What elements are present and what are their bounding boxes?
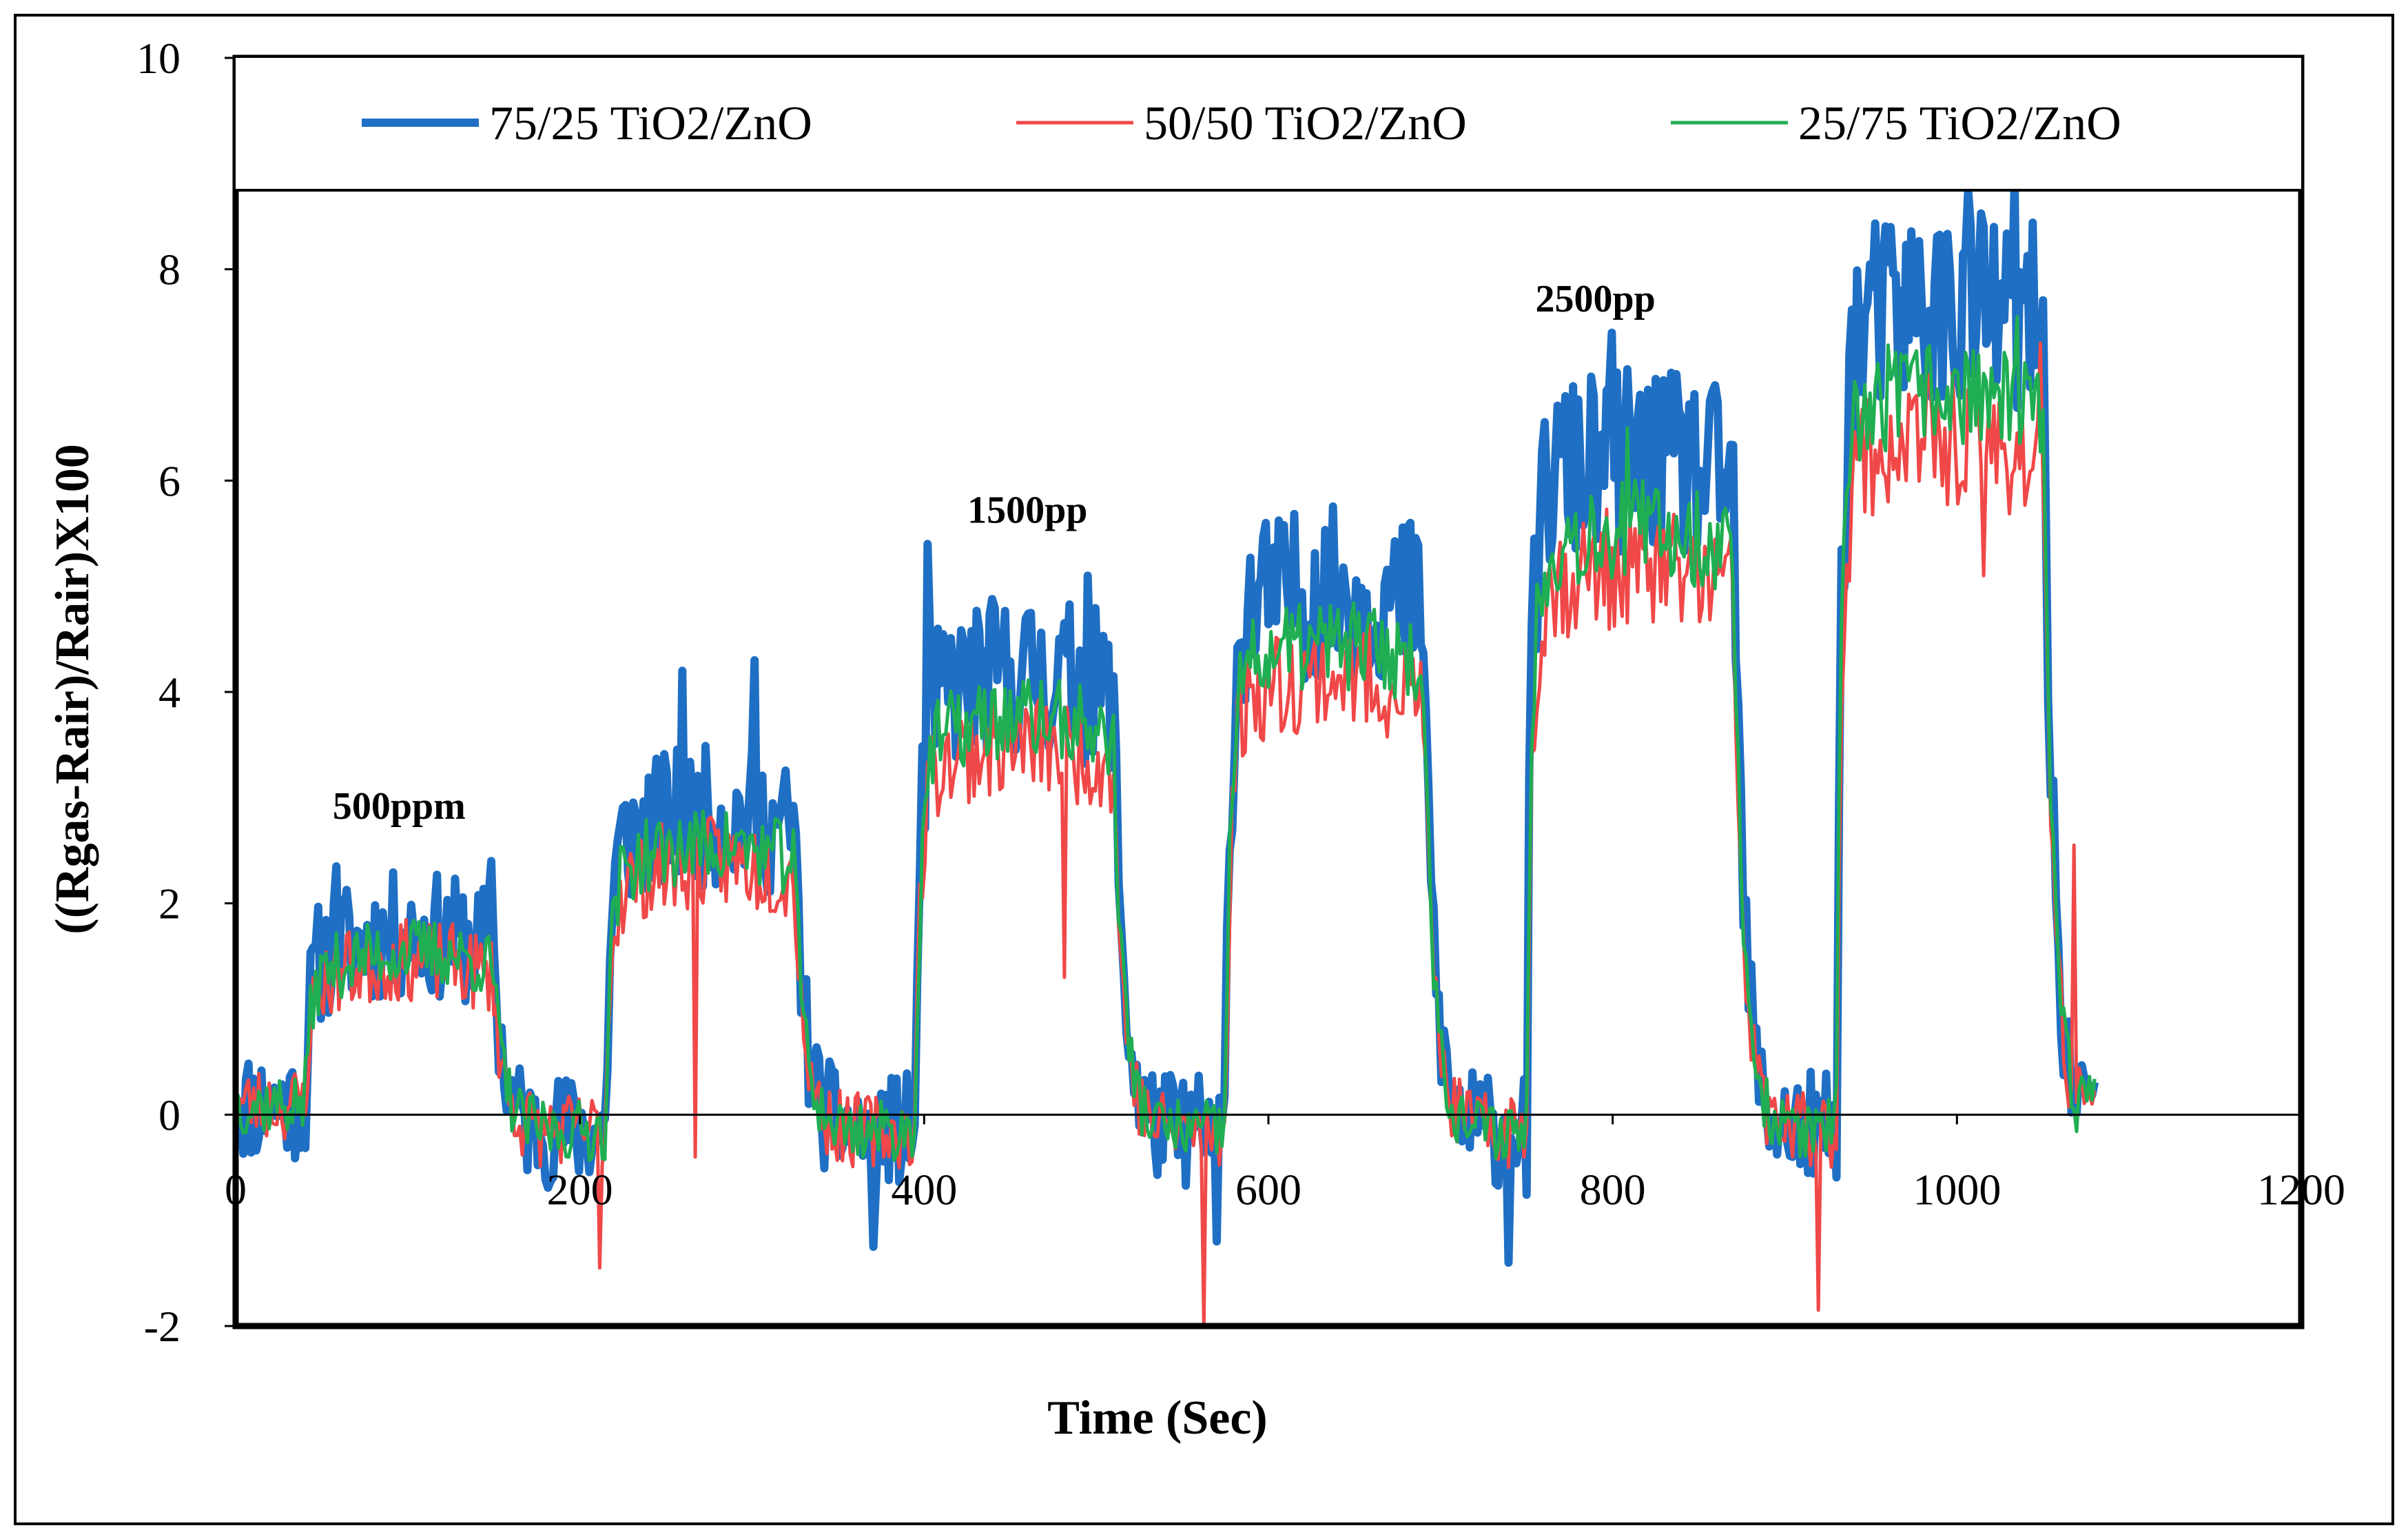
y-tick-label: -2 [144,1302,181,1351]
legend-label: 25/75 TiO2/ZnO [1798,97,2121,150]
x-tick-label: 400 [891,1165,957,1214]
concentration-annotation: 2500pp [1536,278,1656,320]
series-line-3 [234,315,2097,1163]
x-tick-label: 1000 [1913,1165,2001,1214]
plot-layer [231,175,2099,1328]
series-line-1 [231,175,2099,1267]
concentration-annotation: 1500pp [967,489,1087,532]
y-tick-label: 6 [158,456,181,505]
x-axis-title: Time (Sec) [1047,1392,1267,1445]
x-tick-label: 0 [225,1165,247,1214]
y-tick-label: 8 [158,245,181,294]
legend: 75/25 TiO2/ZnO 50/50 TiO2/ZnO 25/75 TiO2/Z… [236,58,2301,192]
legend-label: 50/50 TiO2/ZnO [1144,97,1467,150]
x-tick-label: 200 [547,1165,613,1214]
legend-label: 75/25 TiO2/ZnO [489,97,812,150]
y-tick-label: 0 [158,1090,181,1139]
y-axis-title: ((Rgas-Rair)/Rair)X100 [46,444,99,934]
x-tick-label: 600 [1235,1165,1301,1214]
y-tick-label: 10 [136,34,181,83]
axes: 0 200 400 600 800 1000 1200 -2 0 2 4 6 8 10 500ppm 1500… [136,34,2345,1351]
y-tick-label: 2 [158,879,181,928]
concentration-annotation: 500ppm [333,785,466,828]
legend-background [236,58,2301,190]
x-tick-label: 800 [1580,1165,1646,1214]
y-tick-label: 4 [158,668,181,717]
x-tick-label: 1200 [2257,1165,2345,1214]
